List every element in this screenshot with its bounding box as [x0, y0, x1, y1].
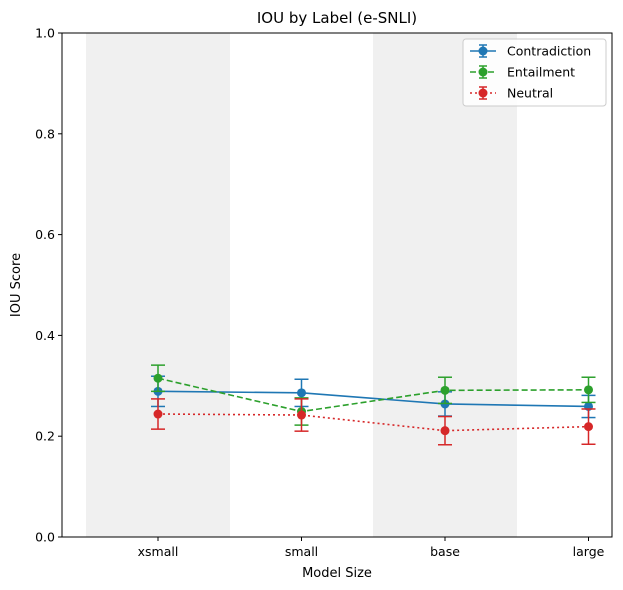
y-tick-label: 0.4 [35, 328, 55, 343]
data-point [584, 385, 593, 395]
legend-label: Neutral [507, 86, 553, 101]
legend: Contradiction Entailment Neutral [462, 38, 607, 107]
x-tick-label: xsmall [138, 544, 179, 559]
plot-frame [61, 32, 613, 538]
data-point [153, 373, 163, 383]
series-line [157, 413, 589, 432]
x-tick-label: large [573, 544, 605, 559]
data-point [297, 388, 306, 398]
series-line [157, 377, 589, 413]
y-tick-label: 0.0 [35, 530, 55, 545]
data-point [584, 422, 593, 432]
shaded-band [373, 33, 517, 537]
x-axis: xsmall small base large [138, 537, 605, 559]
legend-label: Contradiction [507, 44, 591, 59]
data-point [153, 409, 163, 419]
y-tick-label: 0.2 [35, 429, 55, 444]
plot-area [151, 364, 596, 446]
data-point [440, 426, 450, 436]
series-neutral [151, 398, 596, 446]
legend-label: Entailment [507, 65, 575, 80]
y-tick-label: 0.6 [35, 227, 55, 242]
series-line [157, 390, 589, 408]
y-axis: 0.0 0.2 0.4 0.6 0.8 1.0 [35, 26, 62, 545]
data-point [440, 385, 450, 395]
y-axis-label: IOU Score [9, 253, 24, 317]
x-tick-label: base [430, 544, 460, 559]
shaded-band [86, 33, 230, 537]
y-tick-label: 0.8 [35, 126, 55, 141]
chart-title: IOU by Label (e-SNLI) [257, 9, 417, 27]
data-point [297, 410, 306, 420]
y-tick-label: 1.0 [35, 26, 55, 41]
legend-box [462, 38, 607, 107]
legend-marker [478, 67, 488, 77]
x-axis-label: Model Size [302, 566, 372, 581]
legend-marker [478, 46, 488, 56]
shaded-bands [86, 33, 517, 537]
legend-marker [478, 88, 488, 98]
x-tick-label: small [285, 544, 318, 559]
